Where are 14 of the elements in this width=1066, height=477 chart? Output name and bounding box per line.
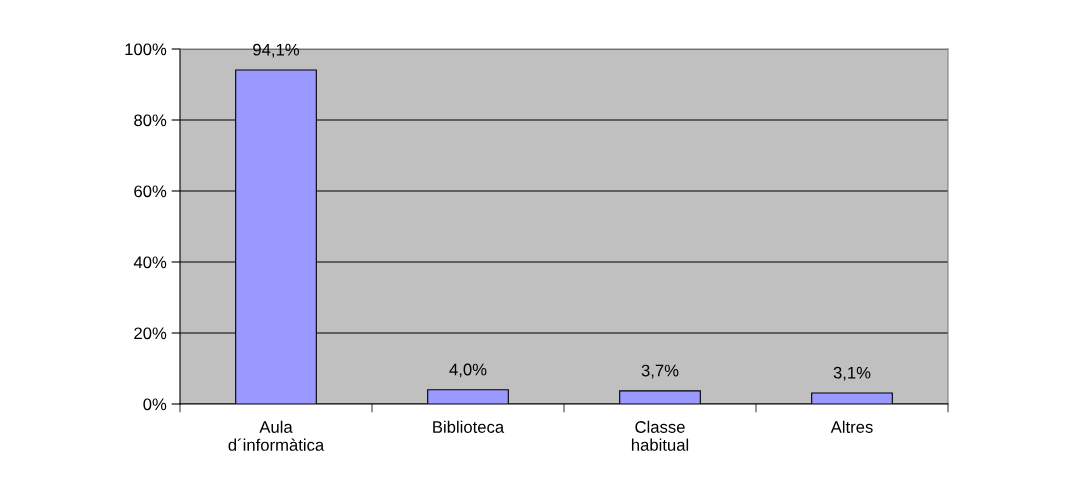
y-tick-label: 0%: [143, 398, 167, 411]
x-tick-label: Altres: [830, 420, 873, 433]
data-label: 3,1%: [833, 366, 871, 381]
y-tick-label: 80%: [134, 114, 167, 127]
y-tick-label: 40%: [133, 256, 167, 269]
y-tick-label: 20%: [134, 327, 167, 340]
data-label: 4,0%: [449, 363, 487, 378]
data-label: 94,1%: [253, 43, 300, 58]
x-tick-label: Aula d´informàtica: [228, 420, 325, 451]
x-tick-label: Biblioteca: [433, 420, 505, 433]
y-tick-label: 100%: [125, 43, 167, 56]
data-label: 3,7%: [641, 364, 679, 379]
x-tick-label: Classe habitual: [631, 420, 689, 451]
y-tick-label: 60%: [134, 185, 167, 198]
